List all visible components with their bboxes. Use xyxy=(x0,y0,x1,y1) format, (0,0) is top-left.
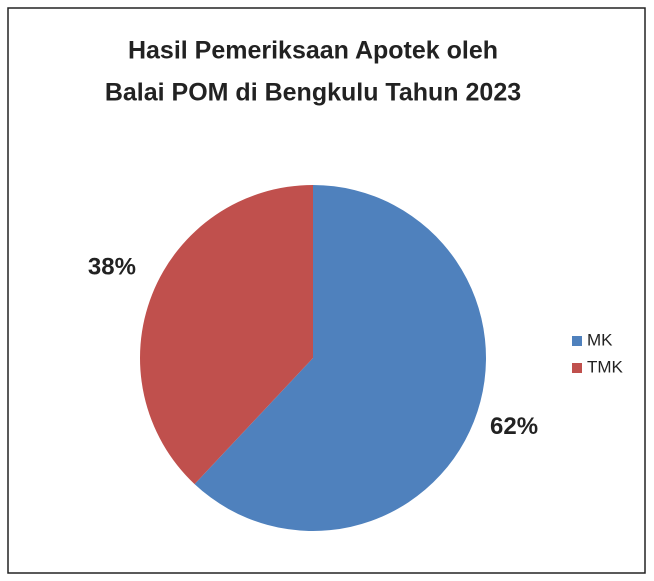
data-label: 62% xyxy=(490,413,538,440)
chart-title: Hasil Pemeriksaan Apotek oleh xyxy=(128,37,498,65)
chart-title: Balai POM di Bengkulu Tahun 2023 xyxy=(105,79,521,107)
pie-slice xyxy=(194,184,486,531)
pie-slice xyxy=(140,185,313,485)
legend-swatch xyxy=(572,336,582,346)
legend-swatch xyxy=(572,363,582,373)
legend-label: TMK xyxy=(587,357,624,376)
data-label: 38% xyxy=(88,254,136,281)
legend-label: MK xyxy=(587,330,613,349)
